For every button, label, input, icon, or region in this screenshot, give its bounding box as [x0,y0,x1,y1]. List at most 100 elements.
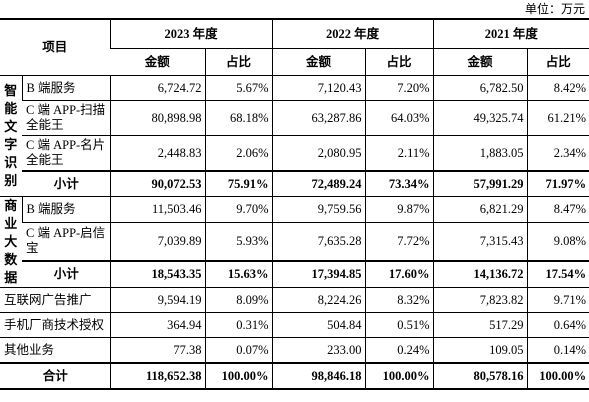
value-cell: 8.09% [204,287,273,313]
value-cell: 17.54% [526,259,589,288]
unit-label: 单位：万元 [524,2,585,16]
row-label: 其他业务 [0,337,111,364]
value-cell: 2.11% [364,135,434,172]
table-row: 合计 118,652.38 100.00% 98,846.18 100.00% 80,57… [0,362,589,390]
row-label: 合计 [0,362,111,390]
row-label: B 端服务 [21,75,111,101]
value-cell: 6,821.29 [432,195,528,224]
value-cell: 9.71% [526,287,589,313]
value-cell: 9.08% [526,222,589,262]
year-header: 2023 年度 [109,18,273,49]
value-cell: 7,120.43 [271,75,366,101]
table-row: C 端 APP-扫描全能王 80,898.98 68.18% 63,287.86 64.… [0,100,589,136]
value-cell: 61.21% [526,100,589,136]
value-cell: 0.24% [364,337,434,364]
value-cell: 504.84 [271,312,366,338]
value-cell: 72,489.24 [271,170,366,197]
column-header: 占比 [364,48,434,76]
table-row: 互联网广告推广 9,594.19 8.09% 8,224.26 8.32% 7,823.8… [0,287,589,313]
value-cell: 14,136.72 [432,259,528,288]
value-cell: 9,594.19 [109,287,206,313]
value-cell: 100.00% [364,362,434,390]
value-cell: 7,635.28 [271,222,366,262]
value-cell: 8.32% [364,287,434,313]
value-cell: 6,782.50 [432,75,528,101]
table-row: 手机厂商技术授权 364.94 0.31% 504.84 0.51% 517.29 0.64… [0,312,589,338]
value-cell: 5.93% [204,222,273,262]
row-label: C 端 APP-扫描全能王 [22,100,111,136]
value-cell: 8,224.26 [271,287,366,313]
value-cell: 233.00 [271,337,366,364]
value-cell: 2.06% [204,135,273,172]
value-cell: 49,325.74 [432,100,528,136]
value-cell: 118,652.38 [109,362,206,390]
value-cell: 7,039.89 [109,222,206,262]
value-cell: 8.42% [526,75,589,101]
row-label: 小计 [22,259,111,288]
value-cell: 17,394.85 [271,259,366,288]
value-cell: 63,287.86 [271,100,366,136]
column-header: 金额 [432,48,528,76]
value-cell: 9.70% [204,195,273,224]
value-cell: 6,724.72 [109,75,206,101]
value-cell: 364.94 [109,312,206,338]
value-cell: 517.29 [432,312,528,338]
row-label: 互联网广告推广 [0,287,111,313]
group-label: 智能文字识别 [0,75,22,197]
revenue-table: 项目 2023 年度 2022 年度 2021 年度 金额 占比 金额 占比 金额 占比 智能文字识… [0,18,589,390]
row-label: B 端服务 [21,195,111,224]
value-cell: 5.67% [204,75,273,101]
value-cell: 7,823.82 [432,287,528,313]
value-cell: 100.00% [526,362,589,390]
table-row: 其他业务 77.38 0.07% 233.00 0.24% 109.05 0.14% [0,337,589,364]
header-row: 项目 2023 年度 2022 年度 2021 年度 [0,18,589,76]
table-row: 小计 18,543.35 15.63% 17,394.85 17.60% 14,136.7… [0,259,589,288]
table-row: C 端 APP-启信宝 7,039.89 5.93% 7,635.28 7.72% 7,3… [0,222,589,262]
value-cell: 80,898.98 [109,100,206,136]
year-header: 2022 年度 [271,18,434,49]
value-cell: 7.72% [364,222,434,262]
value-cell: 18,543.35 [109,259,206,288]
value-cell: 68.18% [204,100,273,136]
value-cell: 15.63% [204,259,273,288]
column-header: 占比 [526,48,589,76]
row-label: C 端 APP-启信宝 [22,222,111,262]
value-cell: 80,578.16 [432,362,528,390]
value-cell: 75.91% [204,170,273,197]
value-cell: 57,991.29 [432,170,528,197]
value-cell: 17.60% [364,259,434,288]
value-cell: 0.51% [364,312,434,338]
value-cell: 8.47% [526,195,589,224]
table-row: C 端 APP-名片全能王 2,448.83 2.06% 2,080.95 2.11% 1… [0,135,589,172]
value-cell: 0.31% [204,312,273,338]
item-header: 项目 [0,18,111,76]
table-row: 智能文字识别 B 端服务 6,724.72 5.67% 7,120.43 7.20% 6,7… [0,75,589,197]
value-cell: 98,846.18 [271,362,366,390]
value-cell: 0.14% [526,337,589,364]
column-header: 占比 [204,48,273,76]
value-cell: 64.03% [364,100,434,136]
value-cell: 7,315.43 [432,222,528,262]
row-label: 小计 [22,170,111,197]
row-label: C 端 APP-名片全能王 [22,135,111,172]
row-label: 手机厂商技术授权 [0,312,111,338]
value-cell: 2,080.95 [271,135,366,172]
value-cell: 2.34% [526,135,589,172]
value-cell: 11,503.46 [109,195,206,224]
column-header: 金额 [110,48,206,76]
value-cell: 71.97% [526,170,589,197]
column-header: 金额 [271,48,366,76]
value-cell: 9.87% [364,195,434,224]
value-cell: 77.38 [109,337,206,364]
value-cell: 90,072.53 [109,170,206,197]
value-cell: 1,883.05 [432,135,528,172]
group-label: 商业大数据 [0,196,22,288]
table-row: 商业大数据 B 端服务 11,503.46 9.70% 9,759.56 9.87% 6,8… [0,195,589,288]
value-cell: 9,759.56 [271,195,366,224]
value-cell: 2,448.83 [109,135,206,172]
value-cell: 0.64% [526,312,589,338]
value-cell: 7.20% [364,75,434,101]
value-cell: 73.34% [364,170,434,197]
table-row: 小计 90,072.53 75.91% 72,489.24 73.34% 57,991.2… [0,170,589,197]
